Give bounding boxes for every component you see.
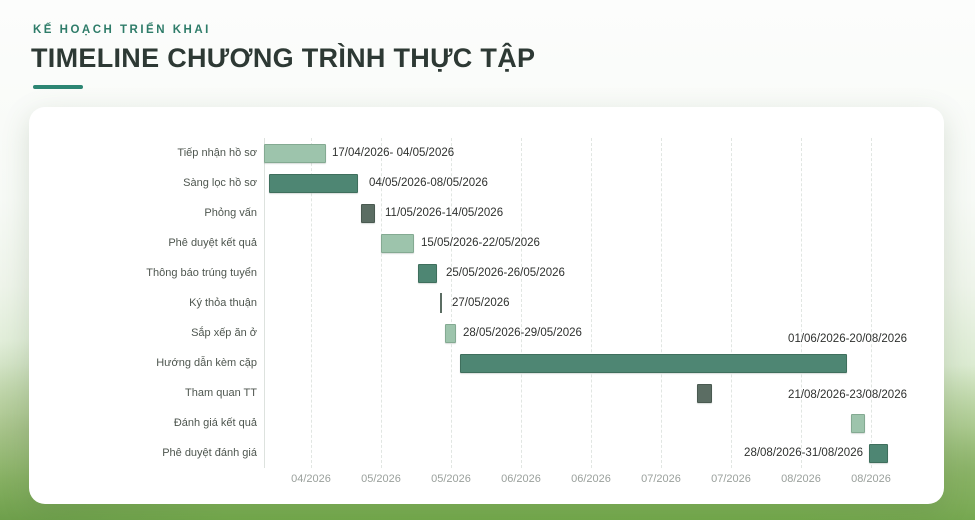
gridline [311,138,312,468]
axis-tick-label: 05/2026 [361,473,401,485]
gantt-bar [381,233,414,253]
task-dates: 28/08/2026-31/08/2026 [744,447,863,459]
gantt-bar [851,413,865,433]
gridline [591,138,592,468]
axis-tick-label: 07/2026 [711,473,751,485]
task-label: Phê duyệt đánh giá [162,447,257,459]
milestone-marker [440,293,442,313]
page-title: TIMELINE CHƯƠNG TRÌNH THỰC TẬP [31,43,536,73]
axis-tick-label: 05/2026 [431,473,471,485]
task-dates: 04/05/2026-08/05/2026 [369,177,488,189]
gantt-bar [869,443,888,463]
gridline [521,138,522,468]
task-dates: 15/05/2026-22/05/2026 [421,237,540,249]
task-label: Phê duyệt kết quả [168,237,257,249]
task-label: Sàng lọc hồ sơ [183,177,257,189]
task-dates: 11/05/2026-14/05/2026 [385,207,504,219]
gridline [871,138,872,468]
gridline [661,138,662,468]
gantt-bar [361,203,375,223]
header-kicker: KẾ HOẠCH TRIỂN KHAI [33,24,211,36]
axis-tick-label: 08/2026 [851,473,891,485]
axis-tick-label: 08/2026 [781,473,821,485]
gantt-chart: 04/2026 05/2026 05/2026 06/2026 06/2026 07/20… [29,107,944,504]
gridline [731,138,732,468]
gantt-bar [460,353,847,373]
task-dates: 21/08/2026-23/08/2026 [788,389,907,401]
y-axis-line [264,138,265,468]
gantt-bar [697,383,712,403]
axis-tick-label: 06/2026 [571,473,611,485]
gridline [451,138,452,468]
header: KẾ HOẠCH TRIỂN KHAI TIMELINE CHƯƠNG TRÌN… [31,24,536,89]
task-label: Tham quan TT [185,387,257,399]
gantt-bar [418,263,437,283]
task-dates: 01/06/2026-20/08/2026 [788,333,907,345]
timeline-card: 04/2026 05/2026 05/2026 06/2026 06/2026 07/20… [29,107,944,504]
task-label: Đánh giá kết quả [173,417,257,429]
task-label: Hướng dẫn kèm cặp [156,357,257,369]
task-label: Phỏng vấn [204,207,257,219]
gridline [381,138,382,468]
task-label: Thông báo trúng tuyển [146,267,257,279]
task-dates: 27/05/2026 [452,297,510,309]
axis-tick-label: 07/2026 [641,473,681,485]
task-label: Sắp xếp ăn ở [191,327,257,339]
task-label: Ký thỏa thuận [189,297,257,309]
gantt-bar [269,173,358,193]
gantt-bar [445,323,456,343]
title-underline-accent [33,85,83,89]
axis-tick-label: 04/2026 [291,473,331,485]
task-label: Tiếp nhận hồ sơ [177,147,257,159]
gantt-bar [264,143,326,163]
gridline [801,138,802,468]
axis-tick-label: 06/2026 [501,473,541,485]
task-dates: 25/05/2026-26/05/2026 [446,267,565,279]
task-dates: 17/04/2026- 04/05/2026 [332,147,455,159]
task-dates: 28/05/2026-29/05/2026 [463,327,582,339]
